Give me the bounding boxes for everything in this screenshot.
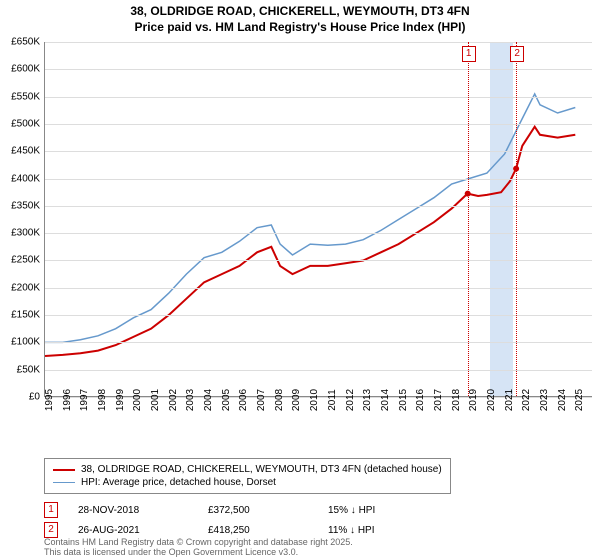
legend-label: 38, OLDRIDGE ROAD, CHICKERELL, WEYMOUTH,… <box>81 464 442 475</box>
x-tick-label: 1999 <box>115 389 126 411</box>
y-tick-label: £150K <box>11 310 40 321</box>
legend-row: 38, OLDRIDGE ROAD, CHICKERELL, WEYMOUTH,… <box>53 463 442 476</box>
gridline <box>45 124 592 125</box>
sale-price: £418,250 <box>208 525 328 536</box>
y-tick-label: £500K <box>11 118 40 129</box>
title-line-2: Price paid vs. HM Land Registry's House … <box>0 20 600 36</box>
y-tick-label: £350K <box>11 200 40 211</box>
sale-row: 1 28-NOV-2018£372,50015% ↓ HPI <box>44 500 592 520</box>
y-tick-label: £200K <box>11 282 40 293</box>
gridline <box>45 288 592 289</box>
title-line-1: 38, OLDRIDGE ROAD, CHICKERELL, WEYMOUTH,… <box>0 4 600 20</box>
x-tick-label: 2020 <box>486 389 497 411</box>
y-tick-label: £650K <box>11 37 40 48</box>
chart-area: 12 £0£50K£100K£150K£200K£250K£300K£350K£… <box>44 42 592 427</box>
line-series-svg <box>45 42 593 397</box>
x-tick-label: 2016 <box>415 389 426 411</box>
x-tick-label: 2006 <box>238 389 249 411</box>
x-tick-label: 1995 <box>44 389 55 411</box>
x-tick-label: 2007 <box>256 389 267 411</box>
legend-row: HPI: Average price, detached house, Dors… <box>53 476 442 489</box>
chart-container: 38, OLDRIDGE ROAD, CHICKERELL, WEYMOUTH,… <box>0 0 600 560</box>
gridline <box>45 370 592 371</box>
x-tick-label: 2008 <box>274 389 285 411</box>
x-tick-label: 1998 <box>97 389 108 411</box>
sales-table: 1 28-NOV-2018£372,50015% ↓ HPI 2 26-AUG-202… <box>44 500 592 540</box>
x-tick-label: 2004 <box>203 389 214 411</box>
x-tick-label: 2017 <box>433 389 444 411</box>
reference-line <box>516 42 517 396</box>
y-tick-label: £250K <box>11 255 40 266</box>
x-tick-label: 1996 <box>62 389 73 411</box>
series-line <box>45 94 575 343</box>
x-tick-label: 2024 <box>557 389 568 411</box>
x-tick-label: 2018 <box>451 389 462 411</box>
y-tick-label: £450K <box>11 146 40 157</box>
series-line <box>45 127 575 356</box>
x-tick-label: 2013 <box>362 389 373 411</box>
legend-swatch <box>53 469 75 471</box>
sale-marker-badge: 2 <box>44 522 58 538</box>
x-tick-label: 2001 <box>150 389 161 411</box>
gridline <box>45 97 592 98</box>
y-tick-label: £0 <box>29 392 40 403</box>
gridline <box>45 315 592 316</box>
x-tick-label: 2009 <box>291 389 302 411</box>
y-tick-label: £50K <box>17 364 40 375</box>
legend: 38, OLDRIDGE ROAD, CHICKERELL, WEYMOUTH,… <box>44 458 451 494</box>
sale-date: 26-AUG-2021 <box>78 525 208 536</box>
x-tick-label: 2015 <box>398 389 409 411</box>
x-tick-label: 2022 <box>521 389 532 411</box>
gridline <box>45 151 592 152</box>
gridline <box>45 260 592 261</box>
copyright-line-1: Contains HM Land Registry data © Crown c… <box>44 537 353 547</box>
y-tick-label: £300K <box>11 228 40 239</box>
x-tick-label: 2005 <box>221 389 232 411</box>
gridline <box>45 206 592 207</box>
copyright: Contains HM Land Registry data © Crown c… <box>44 537 353 557</box>
x-tick-label: 2012 <box>345 389 356 411</box>
y-tick-label: £100K <box>11 337 40 348</box>
gridline <box>45 342 592 343</box>
x-tick-label: 2023 <box>539 389 550 411</box>
y-tick-label: £550K <box>11 91 40 102</box>
sale-date: 28-NOV-2018 <box>78 505 208 516</box>
sale-hpi-delta: 11% ↓ HPI <box>328 525 375 536</box>
legend-label: HPI: Average price, detached house, Dors… <box>81 477 276 488</box>
x-tick-label: 2000 <box>132 389 143 411</box>
plot-region: 12 <box>44 42 592 397</box>
x-tick-label: 2021 <box>504 389 515 411</box>
reference-line <box>468 42 469 396</box>
sale-marker-badge: 1 <box>44 502 58 518</box>
sale-price: £372,500 <box>208 505 328 516</box>
gridline <box>45 233 592 234</box>
y-tick-label: £400K <box>11 173 40 184</box>
gridline <box>45 42 592 43</box>
reference-marker: 2 <box>510 46 524 62</box>
y-tick-label: £600K <box>11 64 40 75</box>
legend-swatch <box>53 482 75 483</box>
x-tick-label: 2011 <box>327 389 338 411</box>
reference-marker: 1 <box>462 46 476 62</box>
x-tick-label: 2014 <box>380 389 391 411</box>
x-tick-label: 2003 <box>185 389 196 411</box>
chart-title: 38, OLDRIDGE ROAD, CHICKERELL, WEYMOUTH,… <box>0 0 600 35</box>
x-tick-label: 1997 <box>79 389 90 411</box>
copyright-line-2: This data is licensed under the Open Gov… <box>44 547 353 557</box>
x-tick-label: 2019 <box>468 389 479 411</box>
gridline <box>45 69 592 70</box>
x-tick-label: 2010 <box>309 389 320 411</box>
x-tick-label: 2002 <box>168 389 179 411</box>
sale-hpi-delta: 15% ↓ HPI <box>328 505 375 516</box>
gridline <box>45 179 592 180</box>
x-tick-label: 2025 <box>574 389 585 411</box>
